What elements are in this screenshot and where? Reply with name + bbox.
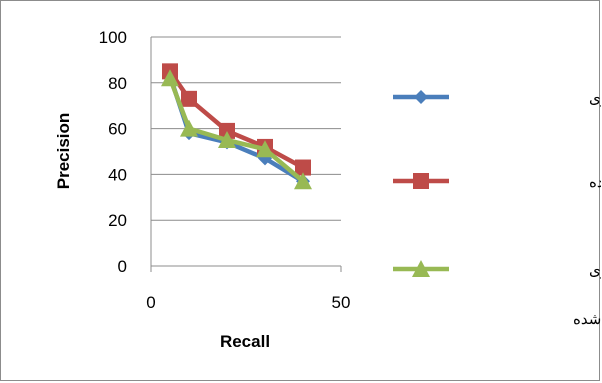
x-tick-labels: 0 50: [146, 293, 350, 312]
x-tick-label: 50: [332, 293, 351, 312]
y-tick-labels: 0 20 40 60 80 100: [99, 28, 127, 276]
legend-label-line1: فضای برداری: [589, 261, 601, 279]
data-point: [161, 69, 179, 87]
series-line: [168, 70, 305, 170]
data-point: [256, 140, 274, 158]
y-tick-label: 40: [108, 165, 127, 184]
x-axis-title: Recall: [220, 332, 270, 351]
legend-entry-2: مدل ارائه شده: [393, 173, 601, 191]
legend-entry-1: فضای برداری: [393, 89, 601, 107]
y-tick-label: 20: [108, 211, 127, 230]
legend-label-line2: بسط داده شده: [573, 310, 601, 328]
data-point: [294, 172, 312, 190]
y-tick-label: 80: [108, 74, 127, 93]
series-3: [161, 69, 312, 190]
y-tick-label: 60: [108, 120, 127, 139]
data-point: [219, 122, 235, 139]
legend: فضای برداری مدل ارائه شده فضای برداری بسط د…: [393, 89, 601, 328]
data-point: [413, 173, 429, 189]
legend-entry-3: فضای برداری بسط داده شده: [393, 260, 601, 328]
y-tick-label: 100: [99, 28, 127, 47]
x-tick-label: 0: [146, 293, 155, 312]
legend-label: مدل ارائه شده: [589, 173, 601, 191]
series-lines: [161, 63, 312, 190]
legend-label: فضای برداری: [589, 89, 601, 107]
y-tick-label: 0: [118, 257, 127, 276]
data-point: [218, 131, 236, 149]
data-point: [180, 119, 198, 137]
data-point: [412, 260, 430, 277]
axes: [150, 37, 342, 272]
y-axis-title: Precision: [54, 113, 73, 190]
data-point: [181, 90, 197, 107]
data-point: [414, 90, 428, 104]
data-point: [295, 159, 311, 176]
